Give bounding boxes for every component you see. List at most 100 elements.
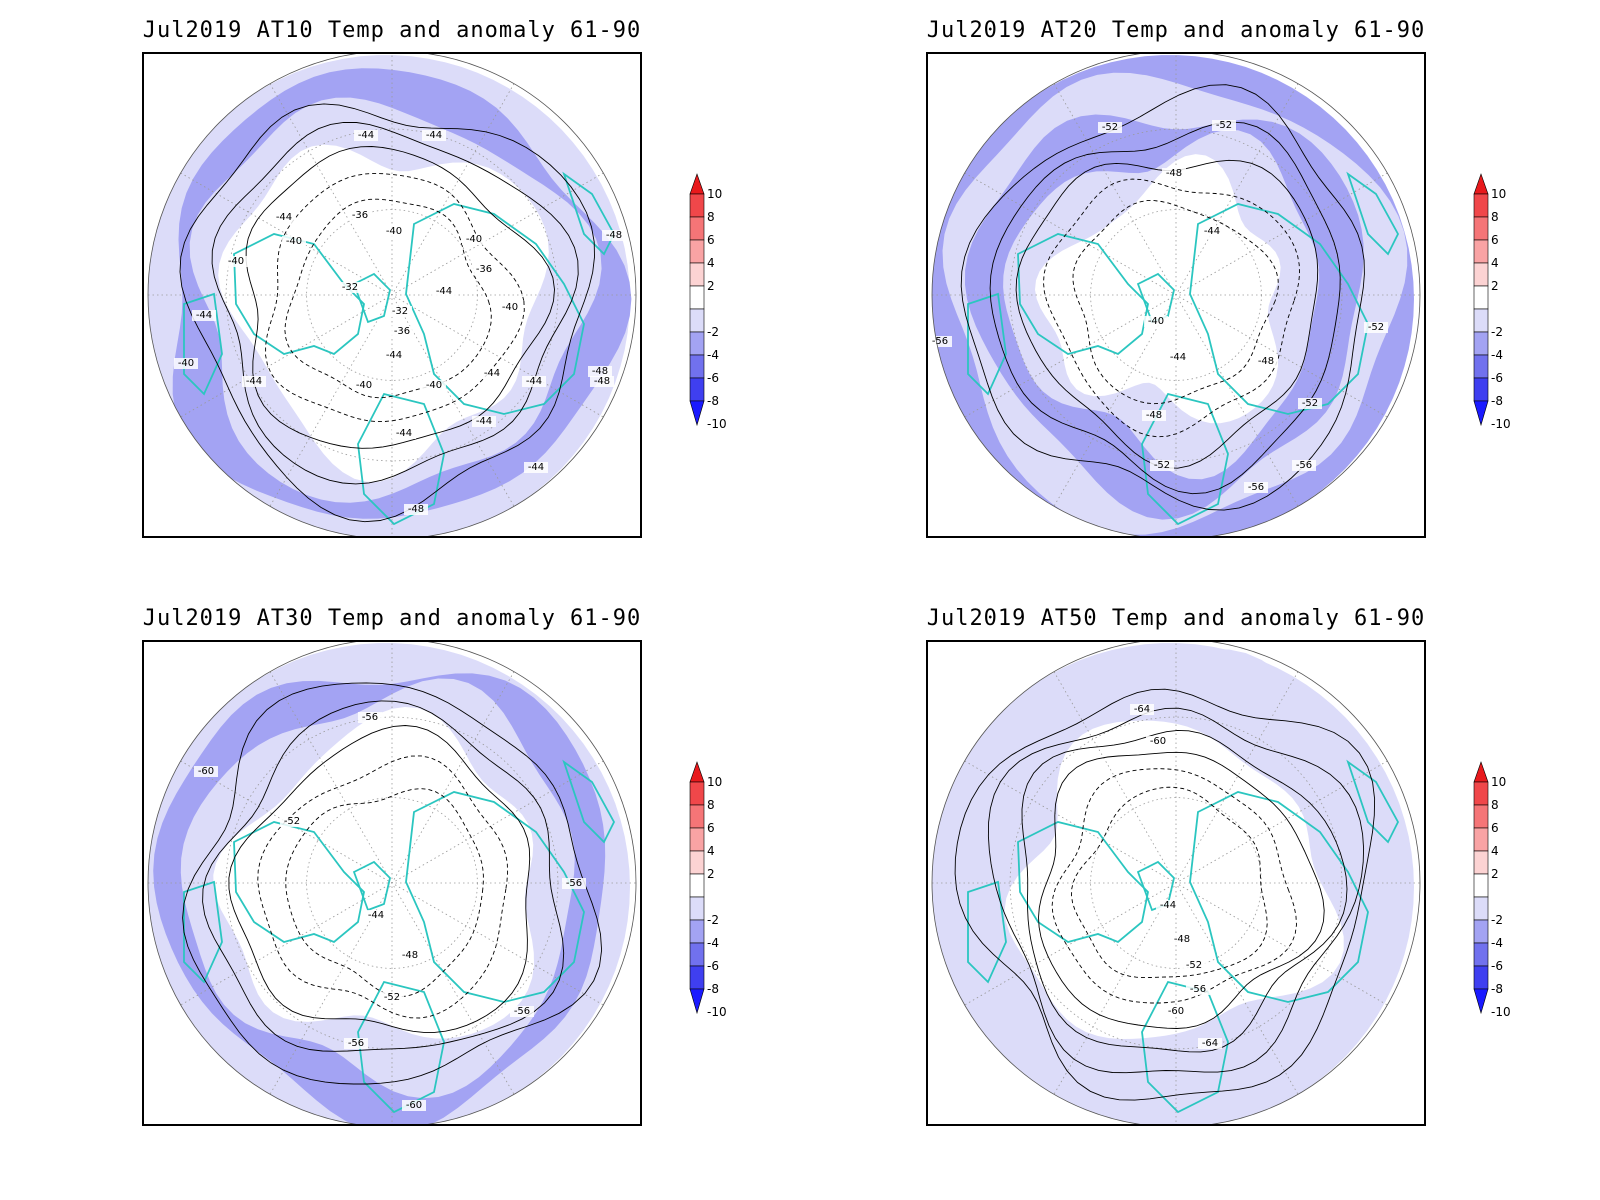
colorbar-swatch	[689, 285, 705, 310]
graticule	[148, 54, 636, 536]
contour-label: -60	[198, 766, 214, 777]
colorbar-swatch	[689, 262, 705, 287]
colorbar-swatch	[689, 216, 705, 241]
coastlines	[967, 171, 1400, 526]
contour-label: -44	[436, 286, 452, 297]
contour-label: -44	[1204, 226, 1220, 237]
contour-label: -52	[1216, 120, 1232, 131]
anomaly-shading	[932, 55, 1414, 536]
colorbar-swatch	[1473, 965, 1489, 990]
contour-label: -48	[1258, 356, 1274, 367]
colorbar-tick-label: -6	[707, 959, 719, 973]
colorbar-tick-label: 6	[1491, 233, 1499, 247]
colorbar-swatch	[1473, 331, 1489, 356]
isotherm--52	[228, 725, 531, 1033]
colorbar-tick-label: 6	[707, 233, 715, 247]
contour-label: -32	[392, 306, 408, 317]
contour-label: -52	[1302, 398, 1318, 409]
contour-label: -56	[1190, 984, 1206, 995]
contour-label: -48	[1174, 934, 1190, 945]
colorbar-swatch	[1473, 804, 1489, 829]
contour-label: -44	[246, 376, 262, 387]
contour-label: -36	[352, 210, 368, 221]
colorbar-down-arrow	[1473, 988, 1489, 1015]
colorbar-tick-label: 4	[707, 256, 715, 270]
isotherm--40	[245, 146, 555, 449]
graticule	[932, 642, 1420, 1124]
colorbar-swatch	[689, 873, 705, 898]
colorbar-swatch	[1473, 942, 1489, 967]
isotherm--48	[1051, 768, 1297, 1004]
colorbar-legend: 10 8 6 4 2 -2 -4 -6 -8 -10	[1470, 170, 1530, 450]
isotherm--44	[211, 121, 579, 485]
contour-label: -60	[1168, 1006, 1184, 1017]
colorbar-swatch	[1473, 354, 1489, 379]
contour-label: -44	[386, 350, 402, 361]
colorbar-swatch	[689, 850, 705, 875]
colorbar-tick-label: -2	[707, 913, 719, 927]
contour-label: -48	[408, 504, 424, 515]
isotherm--48	[1015, 159, 1319, 469]
colorbar-up-arrow	[1473, 761, 1489, 783]
colorbar-swatch	[689, 919, 705, 944]
contour-label: -60	[406, 1100, 422, 1111]
contour-label: -40	[426, 380, 442, 391]
contour-label: -44	[396, 428, 412, 439]
contour-label: -48	[606, 230, 622, 241]
colorbar-swatch	[689, 827, 705, 852]
colorbar-swatch	[1473, 850, 1489, 875]
contour-label: -48	[402, 950, 418, 961]
panel-title-at30: Jul2019 AT30 Temp and anomaly 61-90	[142, 606, 642, 631]
contour-label: -44	[1170, 352, 1186, 363]
colorbar-swatch	[689, 239, 705, 264]
colorbar-tick-label: 10	[1491, 775, 1506, 789]
contour-label: -40	[228, 256, 244, 267]
colorbar-tick-label: -8	[707, 982, 719, 996]
anomaly-shading	[932, 643, 1414, 1124]
contour-label: -48	[1146, 410, 1162, 421]
map-panel-at50: -64 -60 -44 -48 -52 -56 -60 -64	[926, 640, 1426, 1126]
isotherm--64	[954, 688, 1376, 1101]
colorbar-down-arrow	[689, 988, 705, 1015]
contour-label: -40	[1148, 316, 1164, 327]
colorbar-swatch	[689, 942, 705, 967]
colorbar-tick-label: 2	[1491, 867, 1499, 881]
colorbar-tick-label: -2	[1491, 325, 1503, 339]
colorbar-tick-label: 8	[1491, 798, 1499, 812]
colorbar-swatch	[689, 193, 705, 218]
colorbar-swatch	[1473, 781, 1489, 806]
contour-label: -32	[342, 282, 358, 293]
colorbar-tick-label: -10	[707, 417, 727, 431]
contour-label: -44	[528, 462, 544, 473]
colorbar-swatch	[689, 781, 705, 806]
colorbar-swatch	[689, 804, 705, 829]
contour-label: -52	[284, 816, 300, 827]
colorbar-swatch	[689, 896, 705, 921]
contour-label: -64	[1134, 704, 1150, 715]
isotherm--56	[202, 700, 565, 1052]
colorbar-tick-label: -4	[1491, 936, 1503, 950]
isotherm--56	[1021, 729, 1348, 1053]
contour-label: -56	[1296, 460, 1312, 471]
isotherm--44	[1071, 786, 1268, 979]
graticule	[932, 54, 1420, 536]
contour-label: -40	[502, 302, 518, 313]
colorbar-swatch	[689, 308, 705, 333]
colorbar-tick-label: 2	[1491, 279, 1499, 293]
contour-label: -64	[1202, 1038, 1218, 1049]
colorbar-down-arrow	[1473, 400, 1489, 427]
contour-label: -56	[932, 336, 948, 347]
panel-title-at10: Jul2019 AT10 Temp and anomaly 61-90	[142, 18, 642, 43]
colorbar-legend: 10 8 6 4 2 -2 -4 -6 -8 -10	[686, 758, 746, 1038]
colorbar-swatch	[1473, 896, 1489, 921]
contour-label: -44	[196, 310, 212, 321]
colorbar-tick-label: 2	[707, 867, 715, 881]
colorbar-up-arrow	[689, 761, 705, 783]
colorbar-swatch	[1473, 262, 1489, 287]
contour-label: -44	[276, 212, 292, 223]
contour-label: -52	[384, 992, 400, 1003]
anomaly-shading	[148, 643, 630, 1124]
map-panel-at30: -56 -60 -52 -44 -48 -52 -56 -56 -56 -60	[142, 640, 642, 1126]
colorbar-up-arrow	[1473, 173, 1489, 195]
colorbar-tick-label: -2	[1491, 913, 1503, 927]
